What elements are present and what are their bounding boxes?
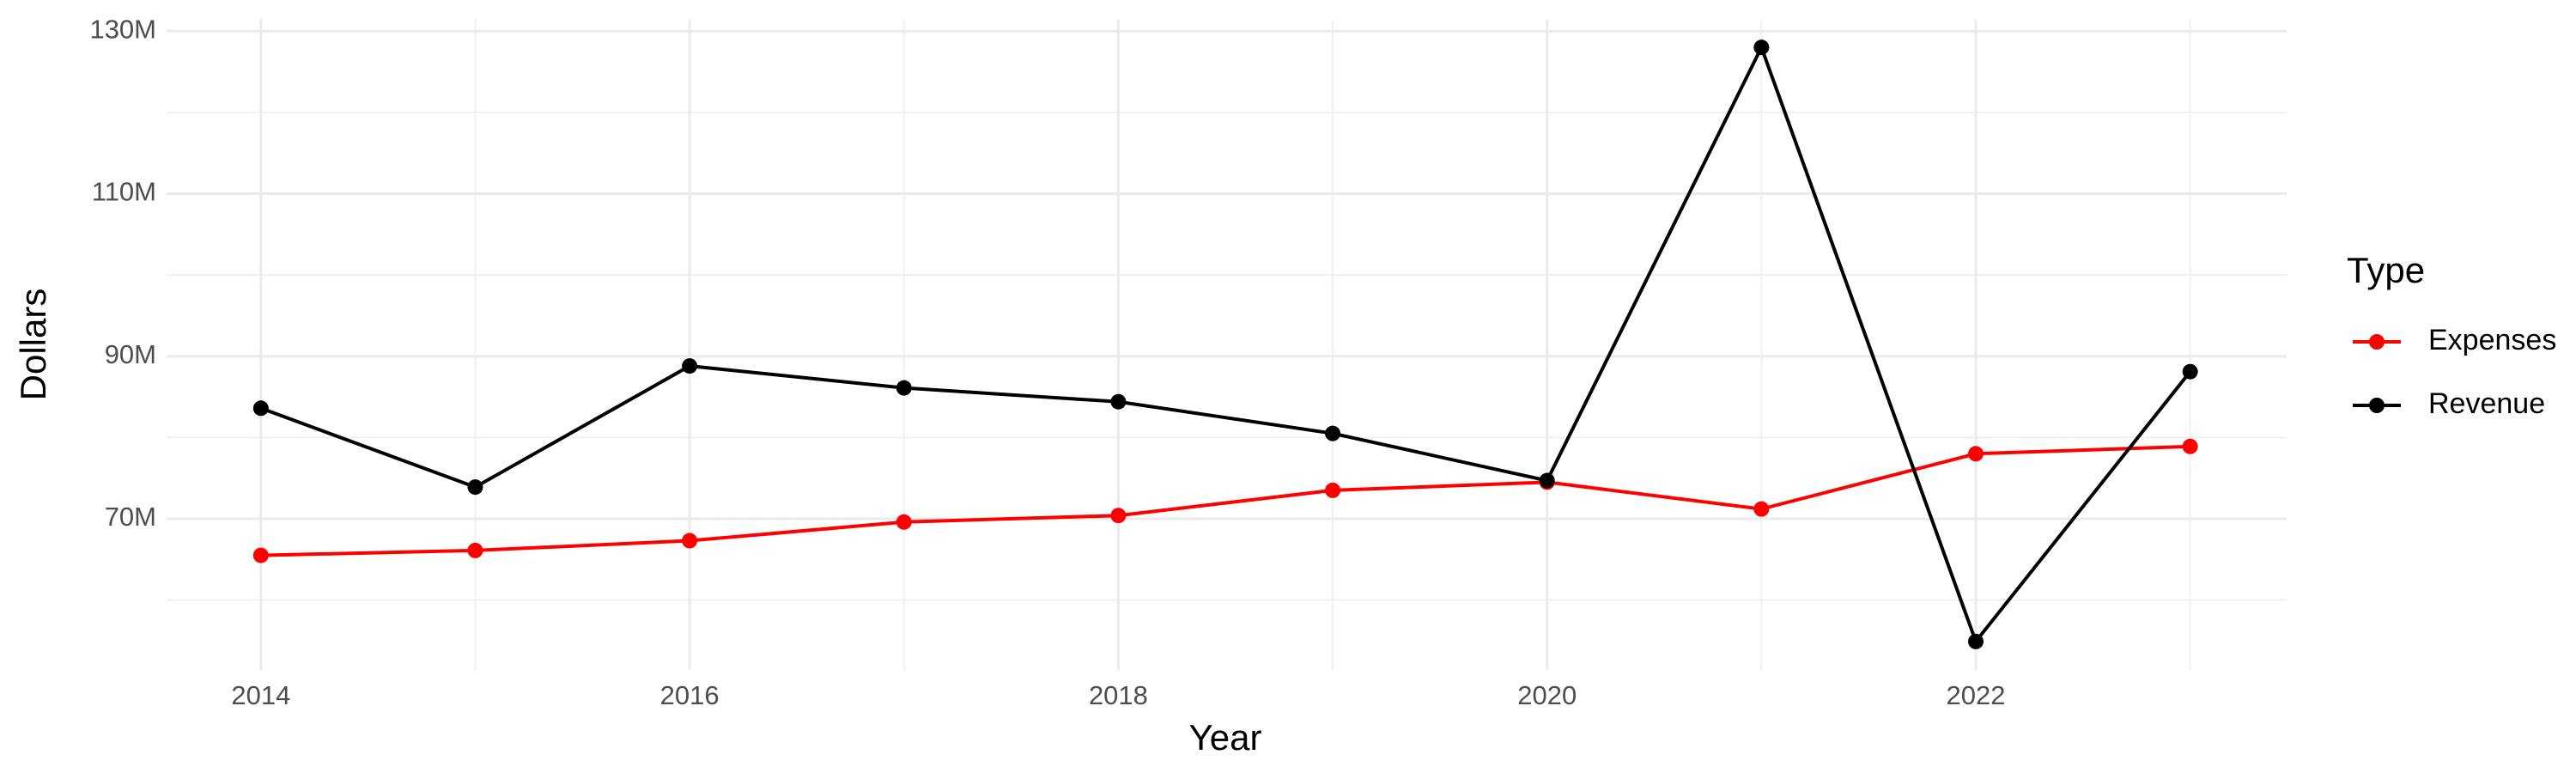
legend-label: Expenses — [2428, 324, 2556, 356]
y-tick-label: 130M — [89, 14, 156, 44]
data-point — [1325, 425, 1341, 441]
data-point — [1110, 393, 1127, 410]
data-point — [1968, 633, 1984, 649]
x-tick-label: 2016 — [660, 680, 720, 710]
legend-label: Revenue — [2428, 387, 2545, 420]
x-axis-title: Year — [1189, 717, 1262, 758]
data-point — [1325, 482, 1341, 498]
data-point — [2182, 438, 2198, 454]
x-tick-label: 2020 — [1517, 680, 1577, 710]
x-tick-label: 2022 — [1947, 680, 2006, 710]
y-axis-title: Dollars — [13, 289, 53, 401]
data-point — [896, 380, 912, 396]
legend-item: Revenue — [2353, 387, 2545, 420]
x-tick-label: 2018 — [1089, 680, 1148, 710]
data-point — [252, 547, 269, 563]
series-line — [260, 444, 2190, 557]
data-point — [467, 479, 483, 496]
data-point — [896, 514, 912, 530]
x-tick-label: 2014 — [231, 680, 290, 710]
series-line — [260, 43, 2192, 645]
legend-key-point — [2369, 398, 2385, 413]
data-point — [1110, 508, 1127, 524]
data-point — [1968, 446, 1984, 462]
grid — [167, 20, 2287, 670]
legend-item: Expenses — [2353, 324, 2556, 356]
data-point — [682, 533, 698, 549]
data-point — [1539, 472, 1555, 489]
data-point — [1753, 501, 1770, 517]
data-point — [467, 542, 483, 558]
legend-title: Type — [2347, 250, 2425, 290]
legend-key-point — [2369, 334, 2385, 350]
data-point — [1753, 40, 1770, 56]
data-point — [2182, 363, 2198, 380]
data-point — [682, 358, 698, 374]
y-tick-label: 110M — [92, 177, 156, 207]
y-tick-label: 90M — [105, 339, 156, 369]
y-tick-label: 70M — [105, 502, 156, 532]
data-point — [252, 400, 269, 417]
